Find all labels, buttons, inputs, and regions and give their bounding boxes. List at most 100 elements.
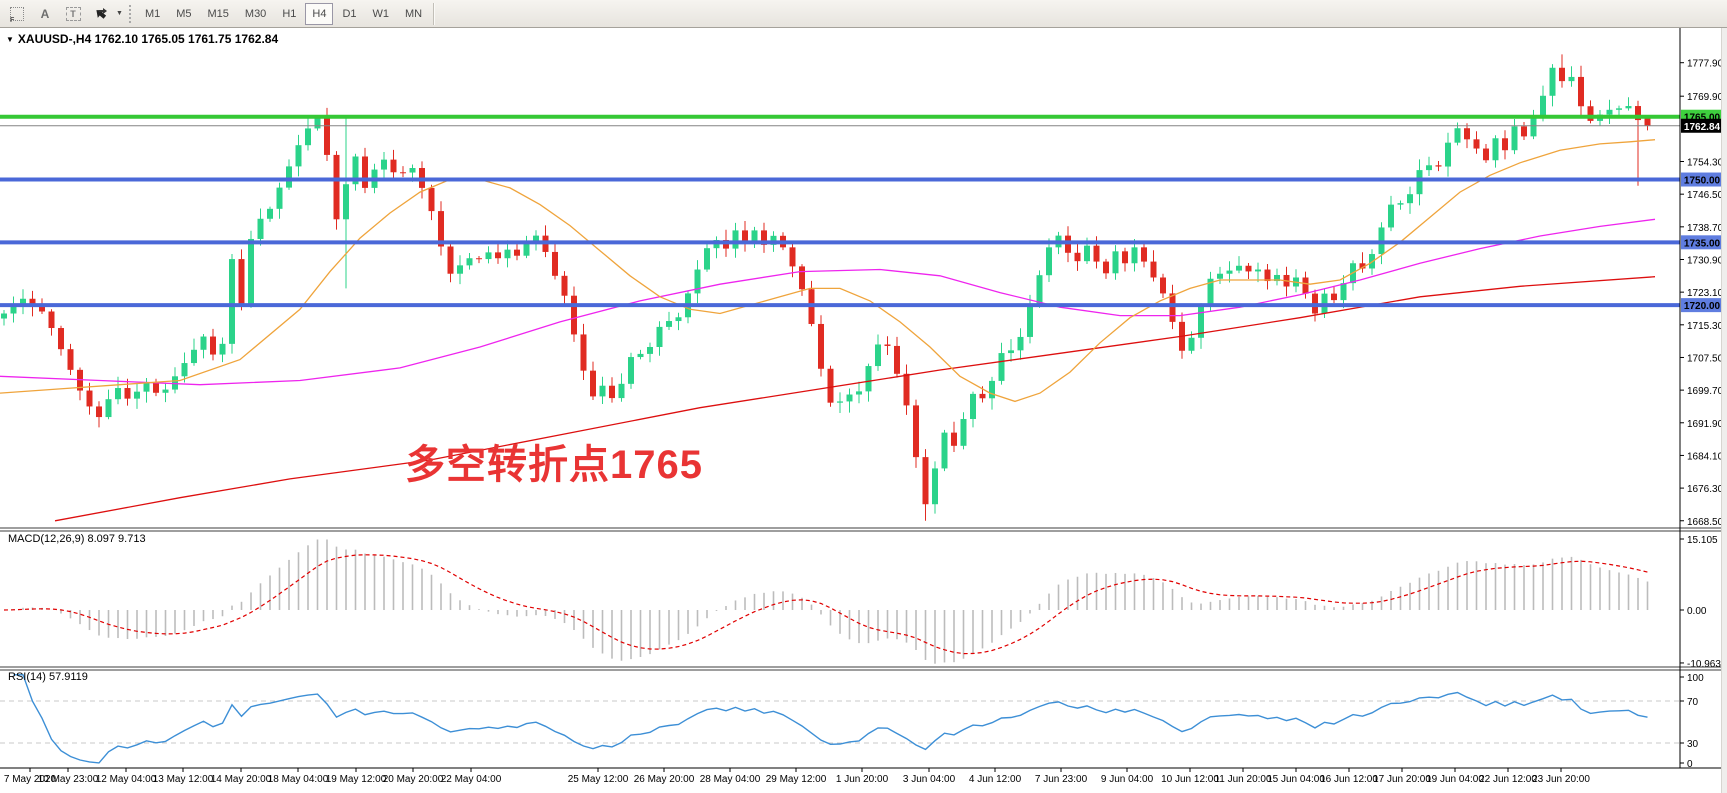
time-tick-label: 22 May 04:00 (441, 774, 502, 785)
price-badge-label: 1720.00 (1684, 301, 1721, 312)
tool-dropdown-caret-icon[interactable]: ▼ (116, 10, 123, 17)
text-box-tool-button[interactable]: T (60, 2, 86, 26)
price-tick-label: 1684.10 (1687, 451, 1724, 462)
chart-annotation-text[interactable]: 多空转折点1765 (405, 443, 703, 487)
time-tick-label: 22 Jun 12:00 (1479, 774, 1537, 785)
toolbar-separator (433, 2, 436, 25)
time-tick-label: 7 Jun 23:00 (1035, 774, 1088, 785)
price-tick-label: 1691.90 (1687, 419, 1724, 430)
time-tick-label: 10 May 23:00 (38, 774, 99, 785)
price-tick-label: 1769.90 (1687, 92, 1724, 103)
timeframe-button-m5[interactable]: M5 (176, 7, 192, 20)
time-tick-label: 25 May 12:00 (568, 774, 629, 785)
last-price-badge-label: 1762.84 (1684, 122, 1721, 133)
rsi-tick-label: 30 (1687, 739, 1699, 750)
time-tick-label: 14 May 20:00 (211, 774, 272, 785)
price-tick-label: 1707.50 (1687, 353, 1724, 364)
price-badge-label: 1765.00 (1684, 113, 1721, 124)
time-tick-label: 16 Jun 12:00 (1320, 774, 1378, 785)
time-tick-label: 28 May 04:00 (700, 774, 761, 785)
price-tick-label: 1730.90 (1687, 255, 1724, 266)
text-box-icon: T (65, 6, 81, 21)
price-badge-1735.00[interactable] (1681, 235, 1723, 250)
rsi-panel: 100 70 30 0 (0, 673, 1704, 770)
rsi-tick-label: 0 (1687, 759, 1693, 770)
timeframe-button-h4[interactable]: H4 (305, 2, 334, 25)
price-tick-label: 1699.70 (1687, 386, 1724, 397)
time-tick-label: 9 Jun 04:00 (1101, 774, 1154, 785)
text-label-tool-button[interactable]: A (32, 2, 58, 26)
rsi-indicator-label: RSI(14) 57.9119 (8, 671, 88, 683)
timeframe-button-mn[interactable]: MN (405, 7, 423, 20)
price-tick-label: 1777.90 (1687, 59, 1724, 70)
price-tick-label: 1746.50 (1687, 190, 1724, 201)
macd-panel: 15.105 0.00 -10.963 (3, 535, 1721, 670)
timeframe-button-d1[interactable]: D1 (342, 7, 357, 20)
time-tick-label: 1 Jun 20:00 (836, 774, 889, 785)
macd-indicator-label: MACD(12,26,9) 8.097 9.713 (8, 533, 146, 545)
timeframe-button-h1[interactable]: H1 (282, 7, 297, 20)
ma-slow-line (54, 276, 1656, 522)
window-edge (1721, 0, 1727, 793)
timeframe-button-m15[interactable]: M15 (207, 7, 229, 20)
rsi-line (13, 674, 1648, 764)
time-tick-label: 18 May 04:00 (268, 774, 329, 785)
main-price-panel: 1765.00 1750.00 1735.00 1720.00 1762.84 (0, 54, 1723, 522)
arrows-tool-button[interactable] (88, 2, 114, 26)
panel-separators (0, 28, 1727, 769)
arrows-icon (96, 7, 107, 19)
line-studies-grid-icon[interactable]: F (4, 2, 30, 26)
price-axis: 1777.90 1769.90 1754.30 1746.50 1738.70 1730.… (1680, 59, 1724, 528)
time-tick-label: 20 May 20:00 (383, 774, 444, 785)
price-tick-label: 1715.30 (1687, 321, 1724, 332)
price-tick-label: 1668.50 (1687, 517, 1724, 528)
time-tick-label: 29 May 12:00 (766, 774, 827, 785)
time-tick-label: 19 May 12:00 (326, 774, 387, 785)
letter-a-icon: A (40, 6, 50, 21)
time-tick-label: 19 Jun 04:00 (1426, 774, 1484, 785)
price-tick-label: 1723.10 (1687, 288, 1724, 299)
price-badge-label: 1735.00 (1684, 238, 1721, 249)
candlestick-series (1, 54, 1651, 521)
time-tick-label: 12 May 04:00 (96, 774, 157, 785)
ma-mid-line (0, 218, 1656, 386)
macd-tick-label: 0.00 (1687, 606, 1707, 617)
time-tick-label: 4 Jun 12:00 (969, 774, 1022, 785)
time-tick-label: 15 Jun 04:00 (1267, 774, 1325, 785)
time-tick-label: 10 Jun 12:00 (1161, 774, 1219, 785)
price-tick-label: 1738.70 (1687, 223, 1724, 234)
price-badge-1720.00[interactable] (1681, 298, 1723, 313)
rsi-tick-label: 70 (1687, 697, 1699, 708)
macd-tick-label: -10.963 (1687, 659, 1721, 670)
symbol-collapse-icon[interactable]: ▼ (6, 35, 14, 44)
ma-fast-line (0, 139, 1656, 403)
time-tick-label: 26 May 20:00 (634, 774, 695, 785)
last-price-badge (1681, 118, 1723, 133)
price-badge-label: 1750.00 (1684, 176, 1721, 187)
rsi-tick-label: 100 (1687, 673, 1704, 684)
price-badge-1750.00[interactable] (1681, 172, 1723, 187)
time-tick-label: 13 May 12:00 (153, 774, 214, 785)
chart-symbol-period: XAUUSD-,H4 (17, 32, 92, 46)
price-tick-label: 1754.30 (1687, 158, 1724, 169)
time-tick-label: 17 Jun 20:00 (1373, 774, 1431, 785)
timeframe-button-group: M1 M5 M15 M30 H1 H4 D1 W1 MN (137, 2, 430, 25)
time-tick-label: 11 Jun 20:00 (1214, 774, 1272, 785)
chart-title: ▼ XAUUSD-,H4 1762.10 1765.05 1761.75 1762… (6, 32, 278, 46)
macd-tick-label: 15.105 (1687, 535, 1718, 546)
dotted-grid-icon: F (10, 6, 24, 24)
top-toolbar: F A T ▼ M1 M5 M15 M30 H1 H4 D1 W1 MN (0, 0, 1727, 28)
toolbar-drag-handle[interactable] (128, 4, 131, 23)
macd-signal-line (3, 554, 1648, 655)
time-tick-label: 23 Jun 20:00 (1532, 774, 1590, 785)
timeframe-button-m1[interactable]: M1 (144, 7, 161, 20)
time-tick-label: 3 Jun 04:00 (903, 774, 956, 785)
timeframe-button-m30[interactable]: M30 (244, 7, 267, 20)
chart-ohlc-values: 1762.10 1765.05 1761.75 1762.84 (94, 32, 279, 46)
timeframe-button-w1[interactable]: W1 (372, 7, 390, 20)
price-tick-label: 1676.30 (1687, 484, 1724, 495)
time-tick-label: 7 May 2020 (4, 774, 57, 785)
